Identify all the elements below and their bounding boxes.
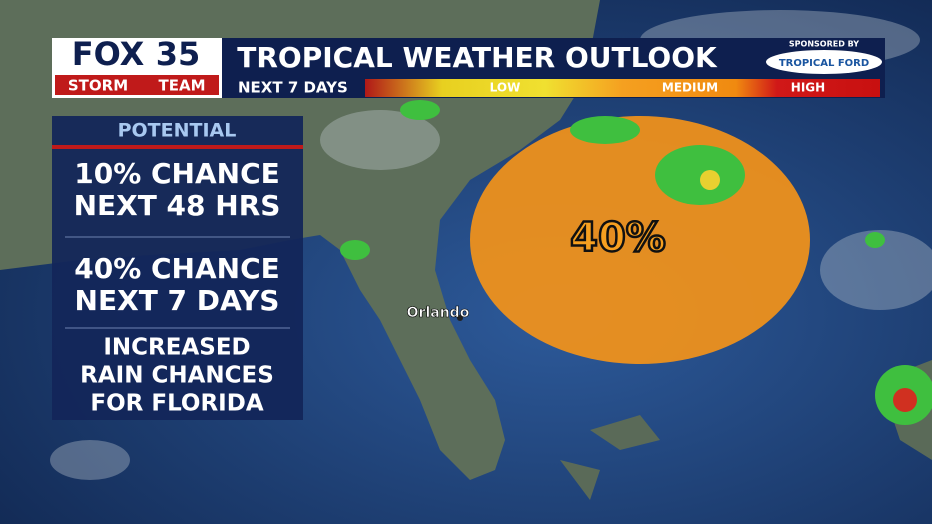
- panel: [52, 116, 303, 420]
- panel-text: 40% CHANCE: [74, 252, 280, 285]
- title: TROPICAL WEATHER OUTLOOK: [237, 41, 718, 74]
- legend-low: LOW: [490, 81, 521, 95]
- logo-team: STORM: [68, 77, 128, 95]
- subtitle: NEXT 7 DAYS: [238, 79, 348, 97]
- logo-team-bar: [55, 75, 219, 95]
- panel-text: RAIN CHANCES: [80, 363, 274, 389]
- legend-medium: MEDIUM: [662, 81, 718, 95]
- rain-core: [893, 388, 917, 412]
- logo-team2: TEAM: [158, 77, 205, 95]
- sponsor-caption: SPONSORED BY: [789, 40, 859, 49]
- panel-text: NEXT 7 DAYS: [75, 284, 280, 317]
- panel-text: INCREASED: [103, 335, 250, 361]
- panel-text: FOR FLORIDA: [90, 391, 263, 417]
- legend-high: HIGH: [791, 81, 825, 95]
- panel-rule: [52, 145, 303, 149]
- legend-scale: [365, 79, 880, 97]
- city-dot: [457, 315, 463, 321]
- logo-brand: FOX: [72, 35, 145, 73]
- panel-text: NEXT 48 HRS: [74, 189, 281, 222]
- sponsor-logo: [766, 50, 882, 74]
- city-label: Orlando: [407, 305, 470, 321]
- area-label: 40%: [570, 215, 666, 261]
- logo-number: 35: [156, 35, 201, 73]
- panel-text: 10% CHANCE: [74, 157, 280, 190]
- island: [560, 360, 932, 500]
- rain-core: [700, 170, 720, 190]
- rain: [340, 100, 932, 425]
- panel-heading: POTENTIAL: [118, 120, 237, 142]
- sponsor: TROPICAL FORD: [779, 58, 869, 69]
